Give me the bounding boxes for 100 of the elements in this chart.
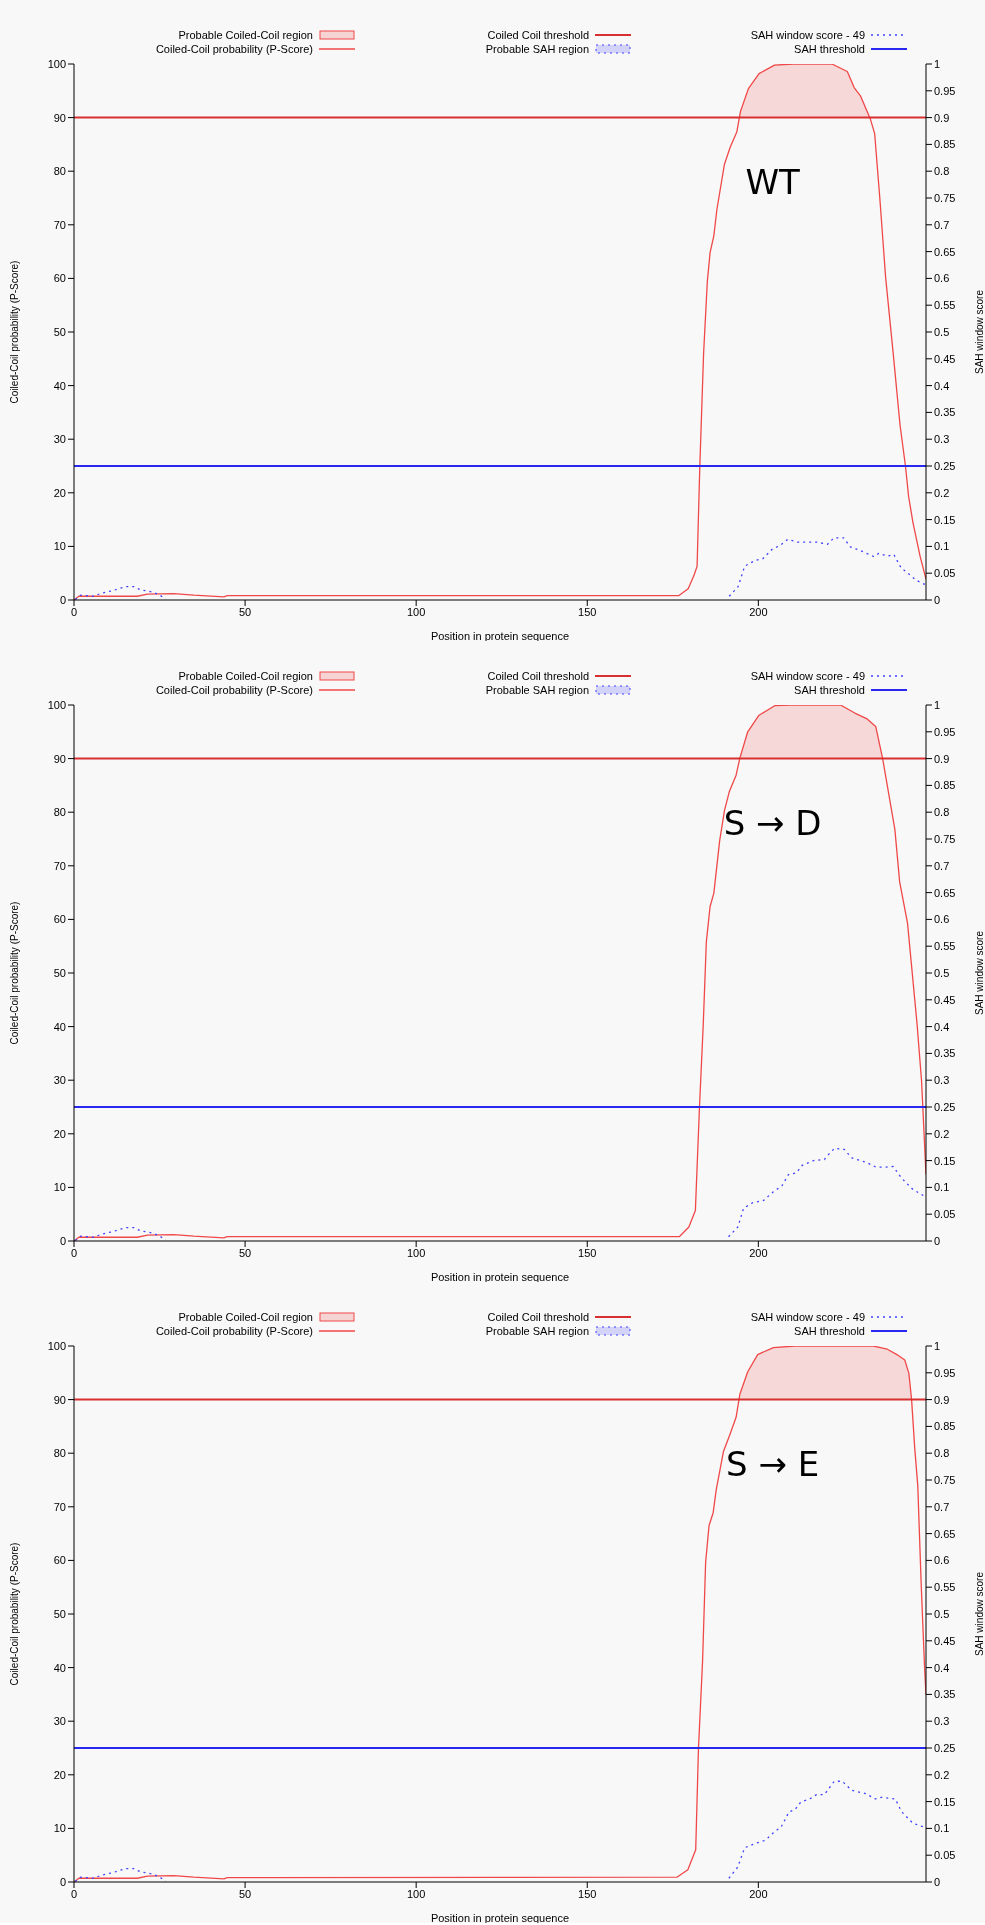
y2-tick-label: 0.7 <box>934 1500 950 1513</box>
legend-label: Probable SAH region <box>485 684 589 696</box>
y2-tick-label: 0.15 <box>934 1795 956 1808</box>
y-tick-label: 50 <box>53 325 66 338</box>
y-tick-label: 80 <box>53 806 66 819</box>
y2-tick-label: 0.35 <box>934 406 956 419</box>
y-tick-label: 60 <box>53 1554 66 1567</box>
y-tick-label: 50 <box>53 1607 66 1620</box>
legend-label: Probable Coiled-Coil region <box>178 670 313 682</box>
x-tick-label: 0 <box>70 605 78 618</box>
y2-tick-label: 0.3 <box>934 433 950 446</box>
annotation: WT <box>745 161 800 202</box>
y2-tick-label: 0.2 <box>934 1768 950 1781</box>
y-tick-label: 0 <box>59 1234 66 1247</box>
y2-tick-label: 0.75 <box>934 191 956 204</box>
y2-tick-label: 0.65 <box>934 1527 956 1540</box>
y2-tick-label: 0.3 <box>934 1715 950 1728</box>
y-tick-label: 100 <box>47 1339 66 1352</box>
y2-tick-label: 0 <box>934 1875 941 1888</box>
y2-tick-label: 0.4 <box>934 379 950 392</box>
y-tick-label: 100 <box>47 57 66 70</box>
y2-tick-label: 0.85 <box>934 1420 956 1433</box>
y2-tick-label: 0.6 <box>934 1554 950 1567</box>
y-tick-label: 70 <box>53 218 66 231</box>
y-tick-label: 20 <box>53 1768 66 1781</box>
x-tick-label: 0 <box>70 1887 78 1900</box>
y2-tick-label: 1 <box>934 698 941 711</box>
y2-tick-label: 0.3 <box>934 1074 950 1087</box>
y-tick-label: 40 <box>53 1020 66 1033</box>
legend-label: SAH window score - 49 <box>750 1311 865 1323</box>
legend-label: SAH threshold <box>794 684 865 696</box>
annotation: S → E <box>726 1443 820 1484</box>
y2-tick-label: 0.6 <box>934 272 950 285</box>
x-tick-label: 100 <box>406 1887 426 1900</box>
y2-tick-label: 0.25 <box>934 1100 956 1113</box>
y2-axis-title: SAH window score <box>973 930 985 1015</box>
y2-tick-label: 0.35 <box>934 1688 956 1701</box>
y-tick-label: 60 <box>53 913 66 926</box>
y-tick-label: 40 <box>53 1661 66 1674</box>
y-tick-label: 20 <box>53 1127 66 1140</box>
y2-tick-label: 0.45 <box>934 352 956 365</box>
y2-tick-label: 0.55 <box>934 940 956 953</box>
x-tick-label: 200 <box>749 605 768 618</box>
y2-tick-label: 0.2 <box>934 1127 950 1140</box>
y2-tick-label: 0.05 <box>934 567 956 580</box>
legend-label: Probable Coiled-Coil region <box>178 29 313 41</box>
legend-label: Coiled-Coil probability (P-Score) <box>155 43 313 55</box>
y-tick-label: 100 <box>47 698 66 711</box>
y2-tick-label: 0.35 <box>934 1047 956 1060</box>
y-tick-label: 20 <box>53 486 66 499</box>
y2-tick-label: 0.45 <box>934 1634 956 1647</box>
x-tick-label: 0 <box>70 1246 78 1259</box>
x-tick-label: 150 <box>578 605 597 618</box>
y2-tick-label: 0.1 <box>934 540 950 553</box>
y-axis-title: Coiled-Coil probability (P-Score) <box>8 260 20 404</box>
y2-tick-label: 0.7 <box>934 859 950 872</box>
y2-tick-label: 0.8 <box>934 806 950 819</box>
y-tick-label: 0 <box>59 593 66 606</box>
x-tick-label: 200 <box>749 1246 768 1259</box>
y-tick-label: 80 <box>53 1447 66 1460</box>
y2-tick-label: 0.1 <box>934 1822 950 1835</box>
y2-tick-label: 0.65 <box>934 886 956 899</box>
y-tick-label: 70 <box>53 859 66 872</box>
legend-label: Coiled Coil threshold <box>487 1311 589 1323</box>
y-tick-label: 90 <box>53 111 66 124</box>
y2-tick-label: 0.05 <box>934 1849 956 1862</box>
y2-tick-label: 0 <box>934 1234 941 1247</box>
y2-tick-label: 0.45 <box>934 993 956 1006</box>
y2-tick-label: 0.55 <box>934 1581 956 1594</box>
x-tick-label: 100 <box>406 605 426 618</box>
y2-tick-label: 0.65 <box>934 245 956 258</box>
legend-label: SAH window score - 49 <box>750 670 865 682</box>
legend-label: Probable SAH region <box>485 43 589 55</box>
y2-tick-label: 0.95 <box>934 84 956 97</box>
y2-tick-label: 0.2 <box>934 486 950 499</box>
y2-tick-label: 0.85 <box>934 138 956 151</box>
legend-label: Probable Coiled-Coil region <box>178 1311 313 1323</box>
y-tick-label: 10 <box>53 540 66 553</box>
y2-tick-label: 0.5 <box>934 966 950 979</box>
y2-tick-label: 0.9 <box>934 752 950 765</box>
y-tick-label: 0 <box>59 1875 66 1888</box>
y-tick-label: 60 <box>53 272 66 285</box>
y-tick-label: 90 <box>53 752 66 765</box>
y2-tick-label: 0.1 <box>934 1181 950 1194</box>
y2-axis-title: SAH window score <box>973 289 985 374</box>
y-tick-label: 40 <box>53 379 66 392</box>
y-axis-title: Coiled-Coil probability (P-Score) <box>8 901 20 1045</box>
y-tick-label: 10 <box>53 1181 66 1194</box>
y-tick-label: 30 <box>53 433 66 446</box>
y2-tick-label: 0.4 <box>934 1661 950 1674</box>
y-tick-label: 30 <box>53 1715 66 1728</box>
legend-label: SAH threshold <box>794 43 865 55</box>
annotation: S → D <box>723 802 822 843</box>
y2-tick-label: 0.05 <box>934 1208 956 1221</box>
y-axis-title: Coiled-Coil probability (P-Score) <box>8 1542 20 1686</box>
legend-label: Coiled Coil threshold <box>487 670 589 682</box>
y2-tick-label: 0.8 <box>934 165 950 178</box>
x-tick-label: 50 <box>238 1887 252 1900</box>
x-tick-label: 100 <box>406 1246 426 1259</box>
x-tick-label: 200 <box>749 1887 768 1900</box>
